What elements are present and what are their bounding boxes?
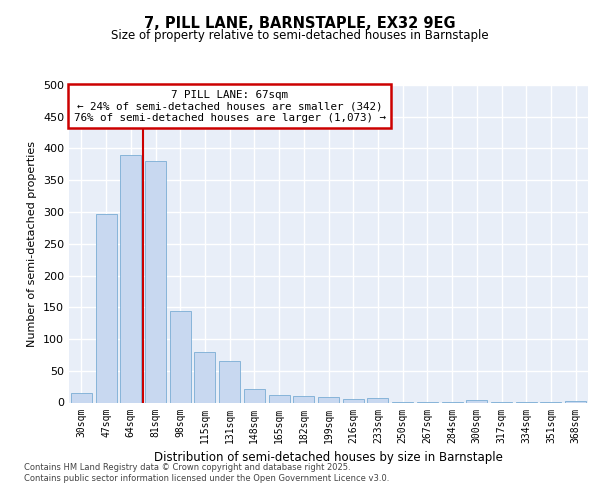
Bar xyxy=(565,400,586,402)
Text: 7 PILL LANE: 67sqm
← 24% of semi-detached houses are smaller (342)
76% of semi-d: 7 PILL LANE: 67sqm ← 24% of semi-detache… xyxy=(74,90,386,123)
Bar xyxy=(244,388,265,402)
X-axis label: Distribution of semi-detached houses by size in Barnstaple: Distribution of semi-detached houses by … xyxy=(154,451,503,464)
Y-axis label: Number of semi-detached properties: Number of semi-detached properties xyxy=(28,141,37,347)
Bar xyxy=(293,396,314,402)
Text: 7, PILL LANE, BARNSTAPLE, EX32 9EG: 7, PILL LANE, BARNSTAPLE, EX32 9EG xyxy=(144,16,456,31)
Bar xyxy=(367,398,388,402)
Bar xyxy=(71,393,92,402)
Text: Size of property relative to semi-detached houses in Barnstaple: Size of property relative to semi-detach… xyxy=(111,29,489,42)
Bar xyxy=(343,398,364,402)
Bar xyxy=(145,160,166,402)
Bar xyxy=(466,400,487,402)
Bar xyxy=(219,361,240,403)
Bar xyxy=(194,352,215,403)
Text: Contains HM Land Registry data © Crown copyright and database right 2025.: Contains HM Land Registry data © Crown c… xyxy=(24,462,350,471)
Bar xyxy=(120,155,141,402)
Bar xyxy=(95,214,116,402)
Bar xyxy=(318,398,339,402)
Bar xyxy=(170,311,191,402)
Bar xyxy=(269,395,290,402)
Text: Contains public sector information licensed under the Open Government Licence v3: Contains public sector information licen… xyxy=(24,474,389,483)
